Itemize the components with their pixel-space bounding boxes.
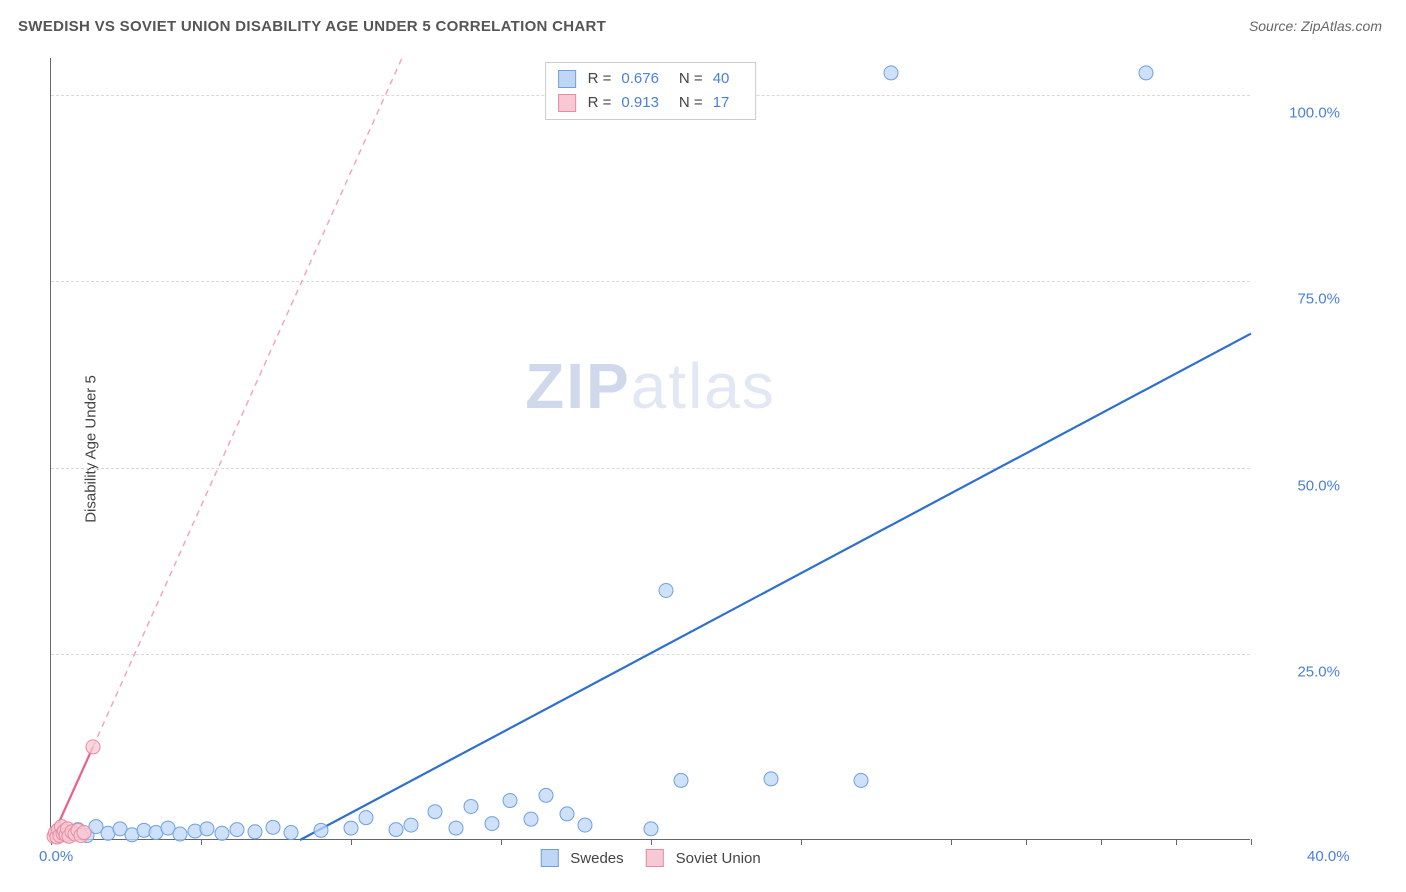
- x-tick: [501, 839, 502, 845]
- stats-row-swedes: R = 0.676 N = 40: [558, 67, 744, 91]
- source-prefix: Source:: [1249, 18, 1301, 34]
- x-tick: [651, 839, 652, 845]
- y-tick-label: 100.0%: [1280, 105, 1340, 122]
- x-tick: [1176, 839, 1177, 845]
- header-row: SWEDISH VS SOVIET UNION DISABILITY AGE U…: [0, 0, 1406, 43]
- x-tick: [1101, 839, 1102, 845]
- legend-label-swedes: Swedes: [570, 850, 623, 867]
- stats-row-soviet: R = 0.913 N = 17: [558, 91, 744, 115]
- x-tick: [351, 839, 352, 845]
- plot-area: Disability Age Under 5 ZIPatlas 25.0%50.…: [50, 58, 1250, 840]
- n-value-swedes: 40: [713, 67, 730, 91]
- x-axis-min-label: 0.0%: [39, 848, 73, 865]
- swatch-soviet: [558, 94, 576, 112]
- x-tick: [1251, 839, 1252, 845]
- r-value-swedes: 0.676: [621, 67, 659, 91]
- r-label-2: R =: [588, 91, 612, 115]
- swatch-swedes: [558, 70, 576, 88]
- legend-swatch-soviet: [646, 849, 664, 867]
- n-value-soviet: 17: [713, 91, 730, 115]
- n-label-2: N =: [679, 91, 703, 115]
- y-tick-label: 75.0%: [1280, 291, 1340, 308]
- legend-swatch-swedes: [540, 849, 558, 867]
- scatter-svg: [51, 58, 1250, 839]
- y-tick-label: 25.0%: [1280, 663, 1340, 680]
- stats-box: R = 0.676 N = 40 R = 0.913 N = 17: [545, 62, 757, 120]
- source-text: Source: ZipAtlas.com: [1249, 18, 1382, 34]
- r-label: R =: [588, 67, 612, 91]
- n-label: N =: [679, 67, 703, 91]
- legend-bottom: Swedes Soviet Union: [540, 849, 760, 867]
- r-value-soviet: 0.913: [621, 91, 659, 115]
- y-tick-label: 50.0%: [1280, 477, 1340, 494]
- source-name: ZipAtlas.com: [1301, 18, 1382, 34]
- legend-item-soviet: Soviet Union: [646, 849, 761, 867]
- x-tick: [201, 839, 202, 845]
- x-tick: [801, 839, 802, 845]
- legend-item-swedes: Swedes: [540, 849, 623, 867]
- x-tick: [1026, 839, 1027, 845]
- chart-title: SWEDISH VS SOVIET UNION DISABILITY AGE U…: [18, 18, 606, 35]
- legend-label-soviet: Soviet Union: [676, 850, 761, 867]
- x-tick: [951, 839, 952, 845]
- x-axis-max-label: 40.0%: [1307, 848, 1350, 865]
